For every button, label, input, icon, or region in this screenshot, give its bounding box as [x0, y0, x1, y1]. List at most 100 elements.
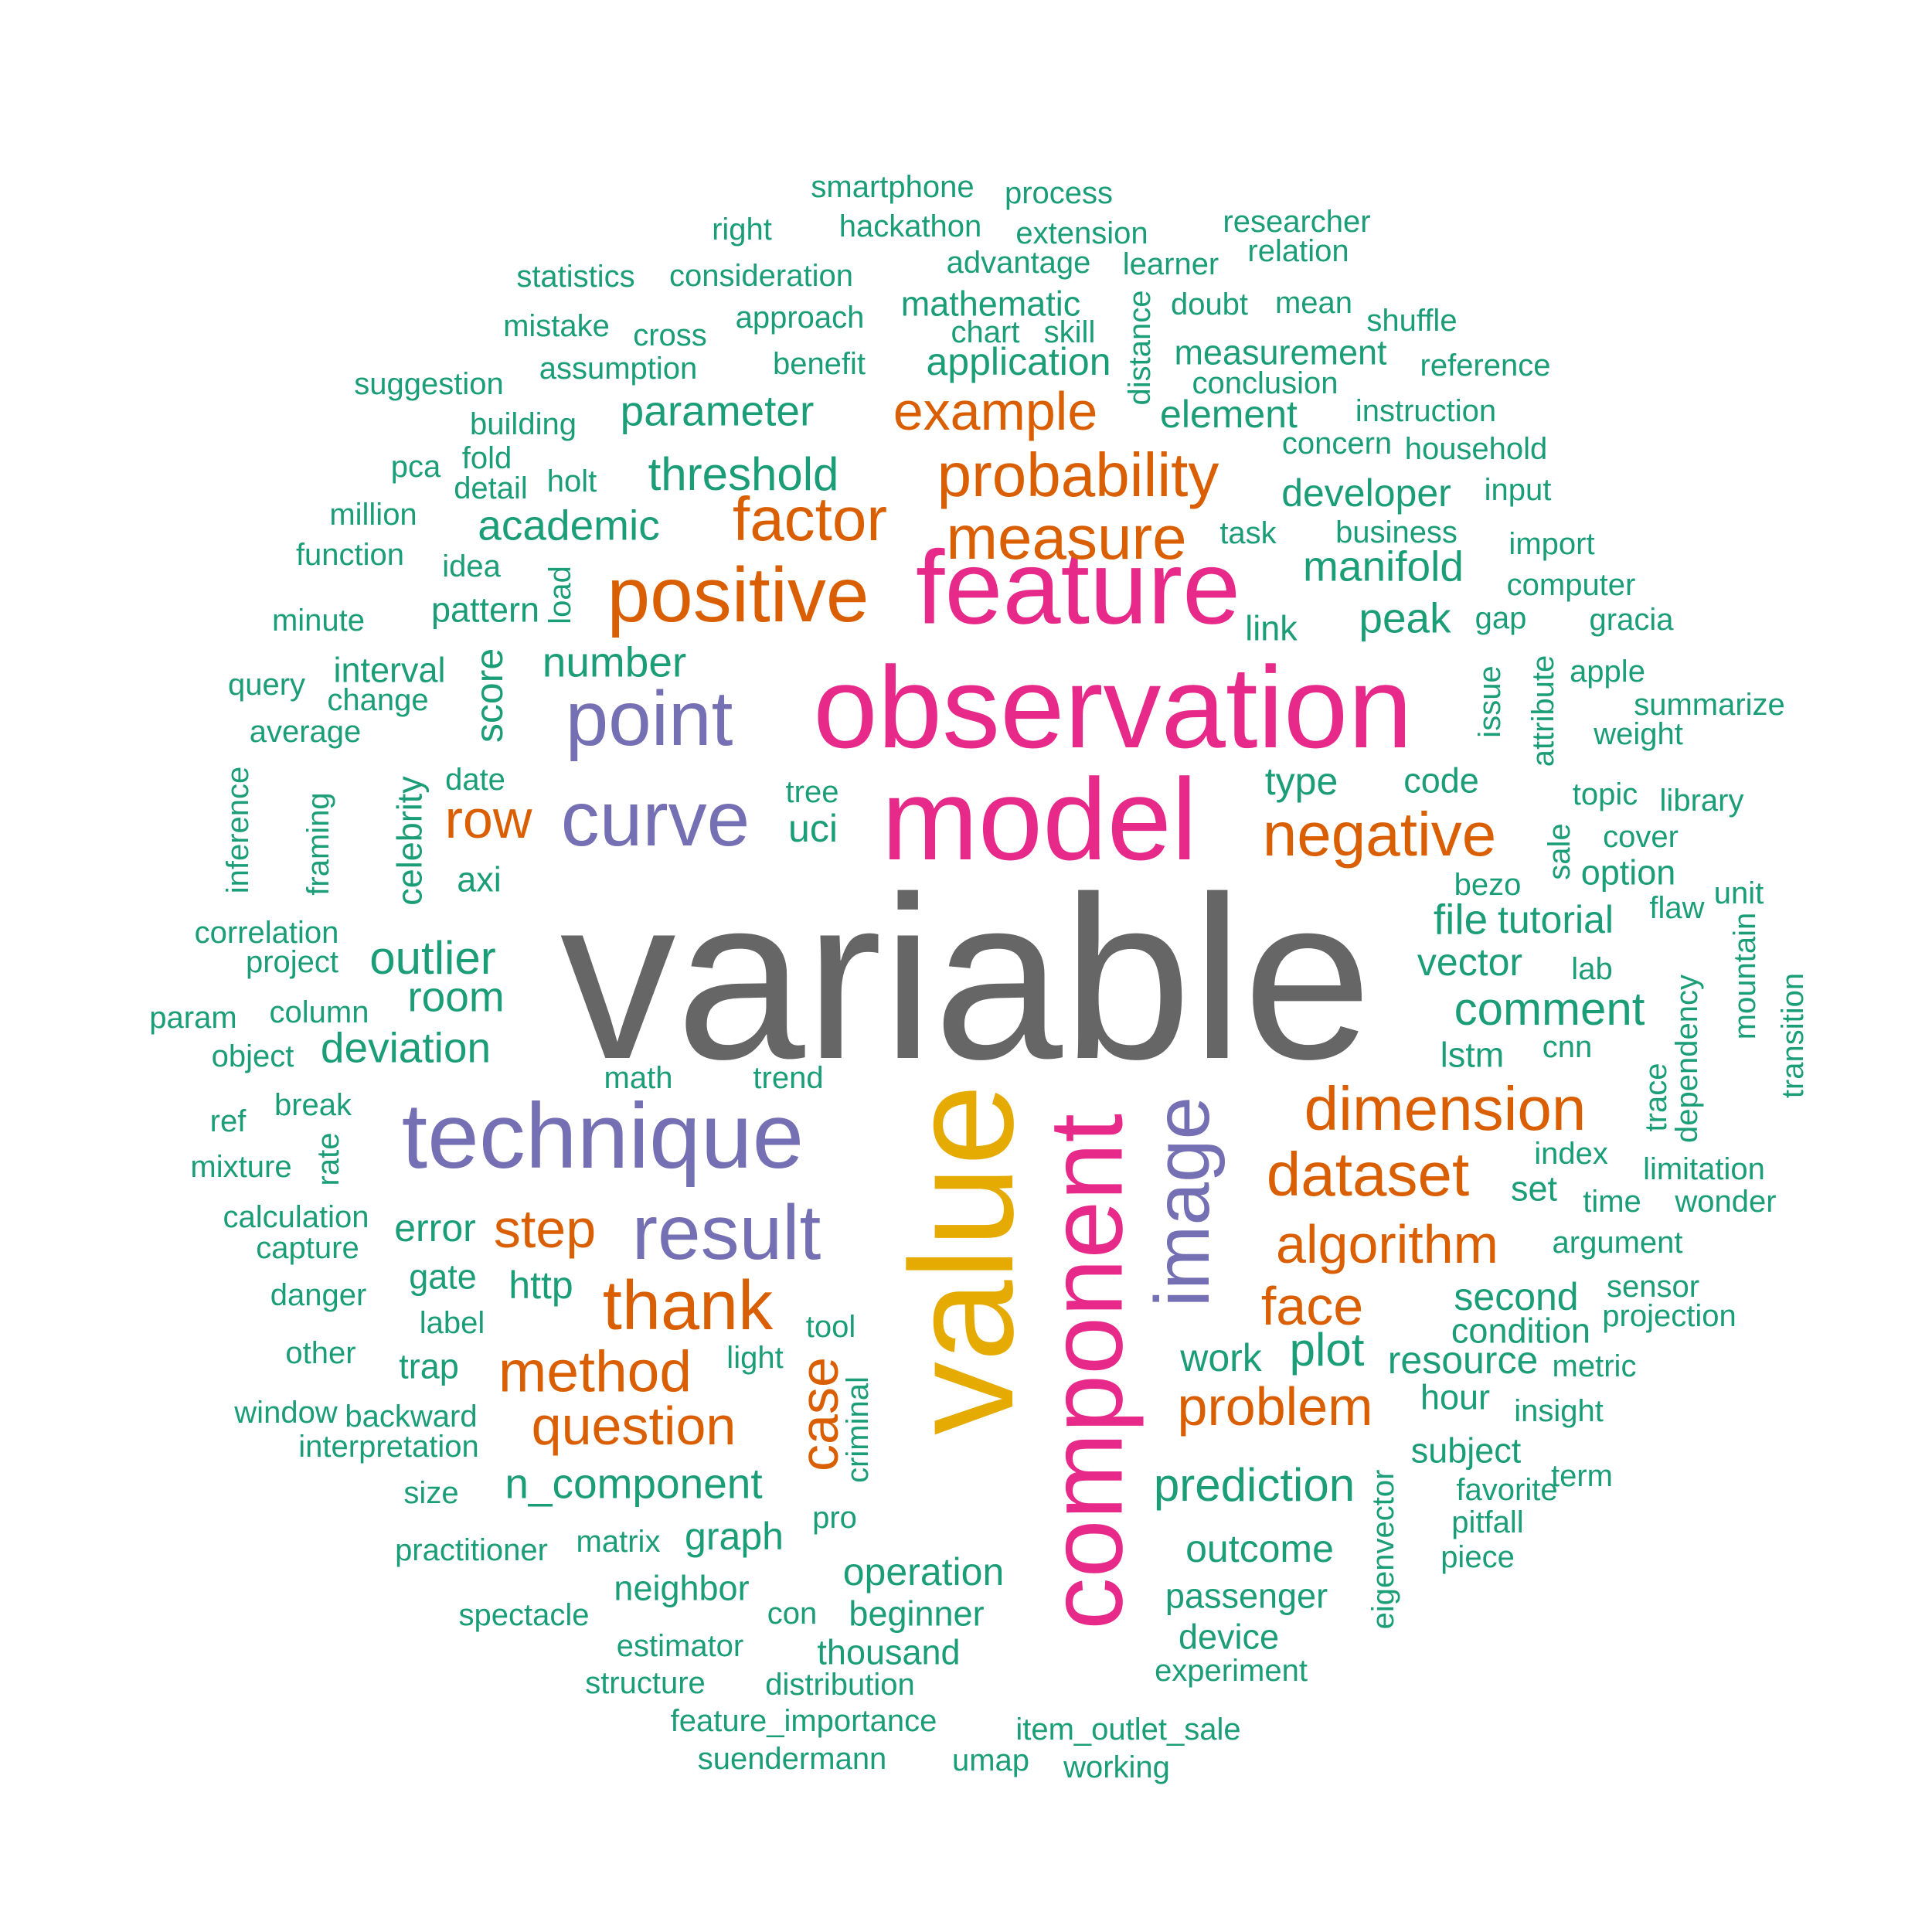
word-mean: mean	[1274, 286, 1353, 320]
word-number: number	[542, 638, 687, 686]
word-statistics: statistics	[516, 260, 635, 294]
word-gate: gate	[409, 1257, 477, 1297]
word-topic: topic	[1572, 777, 1638, 811]
word-break: break	[274, 1088, 352, 1122]
word-developer: developer	[1281, 471, 1451, 515]
word-smartphone: smartphone	[811, 170, 975, 204]
word-threshold: threshold	[648, 448, 839, 500]
word-idea: idea	[442, 549, 501, 583]
word-suggestion: suggestion	[354, 367, 504, 401]
word-favorite: favorite	[1456, 1473, 1558, 1507]
word-assumption: assumption	[539, 352, 698, 386]
word-piece: piece	[1440, 1540, 1515, 1574]
word-relation: relation	[1247, 234, 1349, 268]
word-operation: operation	[842, 1550, 1005, 1594]
word-project: project	[245, 945, 339, 979]
word-consideration: consideration	[669, 259, 853, 293]
word-light: light	[726, 1341, 784, 1375]
word-chart: chart	[951, 315, 1020, 349]
word-negative: negative	[1262, 800, 1497, 869]
word-parameter: parameter	[620, 386, 815, 435]
word-danger: danger	[270, 1278, 367, 1312]
word-column: column	[269, 995, 369, 1029]
word-input: input	[1484, 473, 1552, 507]
word-tool: tool	[805, 1310, 856, 1344]
word-param: param	[149, 1001, 237, 1035]
word-researcher: researcher	[1223, 205, 1371, 239]
word-library: library	[1659, 784, 1744, 818]
word-hackathon: hackathon	[838, 209, 982, 243]
word-experiment: experiment	[1155, 1654, 1308, 1688]
word-estimator: estimator	[616, 1629, 744, 1663]
word-comment: comment	[1454, 983, 1645, 1035]
word-dataset: dataset	[1266, 1140, 1470, 1209]
word-metric: metric	[1552, 1349, 1637, 1383]
word-axi: axi	[457, 859, 502, 900]
word-variable: variable	[560, 848, 1372, 1107]
word-detail: detail	[454, 471, 528, 505]
word-weight: weight	[1594, 717, 1683, 751]
word-problem: problem	[1177, 1376, 1373, 1437]
word-tutorial: tutorial	[1497, 898, 1614, 941]
word-building: building	[470, 407, 577, 441]
word-size: size	[403, 1476, 459, 1510]
word-subject: subject	[1410, 1430, 1522, 1471]
word-summarize: summarize	[1634, 688, 1785, 722]
word-feature: feature	[915, 529, 1241, 646]
word-device: device	[1178, 1617, 1280, 1657]
word-index: index	[1534, 1137, 1608, 1171]
word-holt: holt	[546, 464, 597, 498]
word-algorithm: algorithm	[1276, 1214, 1498, 1274]
word-item-outlet-sale: item_outlet_sale	[1015, 1713, 1241, 1747]
word-limitation: limitation	[1643, 1152, 1765, 1186]
word-file: file	[1433, 895, 1488, 944]
word-hour: hour	[1420, 1377, 1491, 1417]
word-extension: extension	[1015, 216, 1148, 250]
word-pitfall: pitfall	[1451, 1505, 1524, 1539]
word-minute: minute	[271, 604, 366, 638]
word-row: row	[444, 789, 532, 849]
word-gap: gap	[1475, 601, 1527, 635]
word-eigenvector: eigenvector	[1366, 1469, 1400, 1630]
word-type: type	[1264, 760, 1338, 803]
word-measure: measure	[946, 503, 1187, 572]
word-resource: resource	[1387, 1338, 1539, 1382]
word-household: household	[1404, 432, 1548, 466]
word-concern: concern	[1281, 427, 1393, 461]
word-cover: cover	[1603, 820, 1679, 854]
word-doubt: doubt	[1170, 287, 1249, 321]
word-step: step	[493, 1199, 597, 1259]
word-time: time	[1583, 1185, 1641, 1219]
word-celebrity: celebrity	[389, 776, 430, 906]
word-correlation: correlation	[194, 916, 339, 950]
word-link: link	[1245, 608, 1298, 648]
word-inference: inference	[221, 766, 255, 894]
word-trap: trap	[399, 1346, 459, 1386]
word-learner: learner	[1122, 247, 1219, 281]
word-set: set	[1510, 1168, 1558, 1209]
word-sensor: sensor	[1606, 1270, 1700, 1304]
word-argument: argument	[1552, 1226, 1683, 1260]
word-condition: condition	[1451, 1311, 1591, 1351]
word-business: business	[1335, 515, 1458, 549]
word-beginner: beginner	[849, 1594, 985, 1634]
word-factor: factor	[732, 485, 888, 553]
word-spectacle: spectacle	[458, 1598, 590, 1632]
word-window: window	[234, 1396, 338, 1430]
word-deviation: deviation	[320, 1023, 492, 1072]
word-code: code	[1403, 760, 1479, 801]
word-peak: peak	[1359, 594, 1451, 642]
word-pca: pca	[390, 450, 441, 484]
word-structure: structure	[585, 1666, 706, 1700]
word-application: application	[926, 340, 1111, 383]
word-skill: skill	[1043, 315, 1096, 349]
word-transition: transition	[1776, 972, 1810, 1099]
word-method: method	[498, 1338, 692, 1404]
word-computer: computer	[1506, 568, 1636, 602]
word-apple: apple	[1570, 655, 1645, 689]
word-flaw: flaw	[1649, 891, 1705, 925]
word-error: error	[394, 1206, 476, 1250]
word-positive: positive	[607, 552, 869, 638]
word-bezo: bezo	[1454, 868, 1522, 902]
word-graph: graph	[685, 1515, 784, 1558]
